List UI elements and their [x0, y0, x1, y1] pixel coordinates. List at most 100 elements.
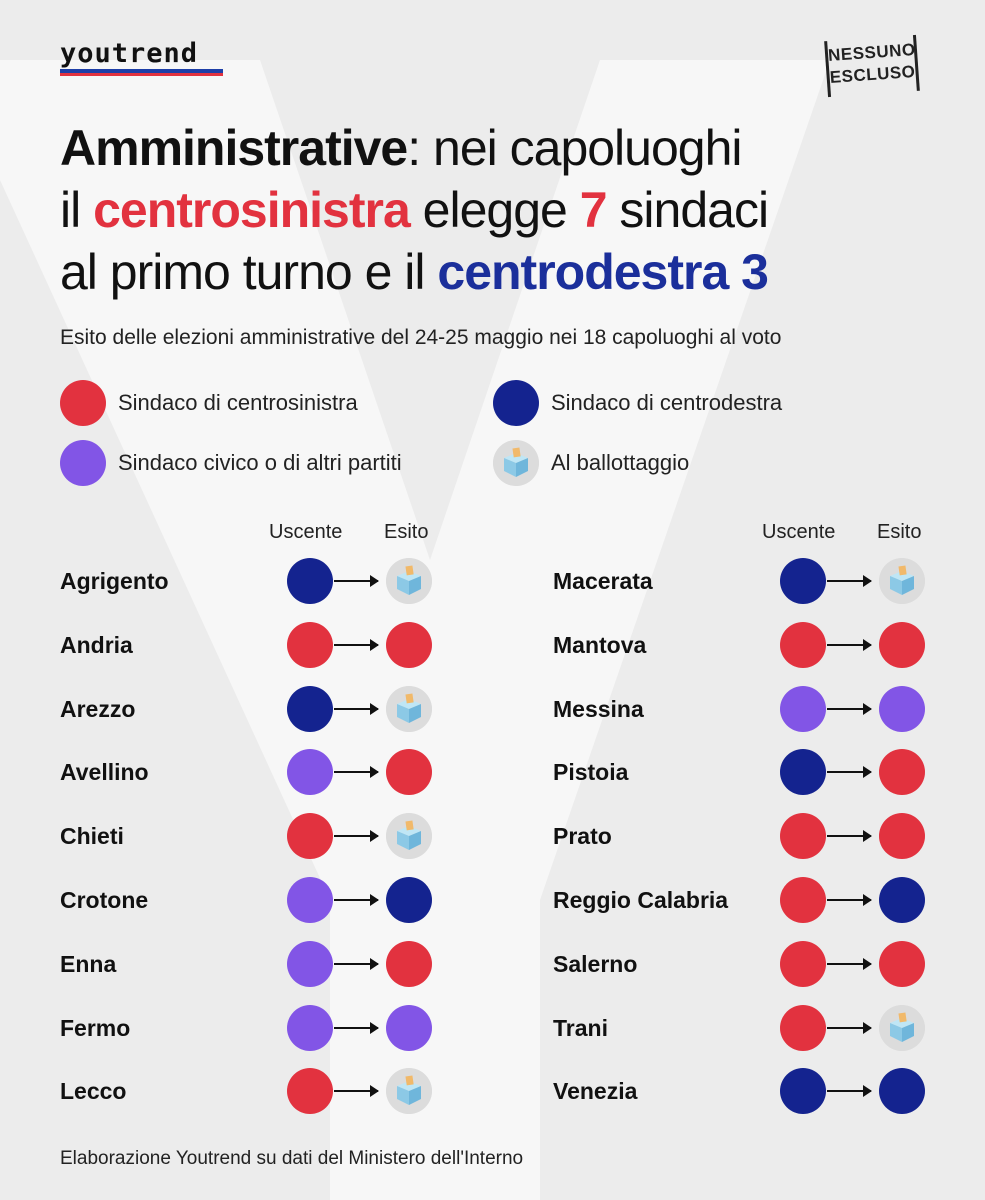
red-dot-icon: [287, 621, 333, 668]
red-dot-icon: [879, 749, 925, 796]
title-part-8: al primo turno e il: [60, 244, 438, 300]
subtitle: Esito delle elezioni amministrative del …: [60, 326, 782, 349]
arrow-right-icon: [827, 957, 872, 970]
ballot-box-icon: [493, 440, 539, 486]
title-part-9: centrodestra 3: [437, 244, 769, 300]
blue-dot-icon: [879, 1068, 925, 1115]
nessuno-escluso-badge: NESSUNO ESCLUSO: [824, 34, 920, 98]
legend-label: Sindaco di centrodestra: [551, 390, 783, 415]
city-name: Enna: [60, 950, 117, 977]
blue-dot-icon: [287, 558, 333, 604]
purple-dot-icon: [879, 685, 925, 732]
red-dot-icon: [60, 380, 106, 426]
city-row: Crotone: [0, 876, 985, 924]
title-part-4: centrosinistra: [93, 182, 411, 238]
title-part-6: 7: [579, 182, 608, 238]
youtrend-logo: youtrend: [60, 38, 199, 69]
city-name: Trani: [553, 1014, 608, 1041]
purple-dot-icon: [780, 685, 826, 732]
blue-dot-icon: [879, 877, 925, 923]
legend-item-civico: Sindaco civico o di altri partiti: [60, 440, 402, 486]
purple-dot-icon: [287, 1004, 333, 1051]
red-dot-icon: [780, 877, 826, 923]
ballot-box-icon: [386, 1068, 432, 1115]
arrow-right-icon: [334, 894, 379, 906]
column-header-uscente: Uscente: [269, 521, 343, 543]
purple-dot-icon: [287, 749, 333, 796]
city-name: Prato: [553, 823, 612, 850]
arrow-right-icon: [334, 1085, 379, 1098]
red-dot-icon: [780, 813, 826, 860]
title-part-7: sindaci: [606, 182, 769, 238]
city-row: Trani: [0, 1004, 985, 1052]
page-title: Amministrative: nei capoluoghi il centro…: [60, 117, 960, 303]
city-row: Reggio Calabria: [0, 876, 985, 924]
red-dot-icon: [879, 940, 925, 987]
city-name: Macerata: [553, 568, 653, 594]
city-name: Salerno: [553, 950, 638, 977]
ballot-box-icon: [879, 1004, 925, 1051]
ballot-box-icon: [386, 558, 432, 604]
city-name: Lecco: [60, 1078, 127, 1105]
arrow-right-icon: [827, 575, 872, 587]
column-header-uscente: Uscente: [762, 521, 836, 543]
blue-dot-icon: [287, 685, 333, 732]
red-dot-icon: [780, 940, 826, 987]
city-name: Pistoia: [553, 759, 629, 786]
purple-dot-icon: [287, 877, 333, 923]
arrow-right-icon: [827, 894, 872, 906]
city-row: Arezzo: [0, 685, 985, 733]
red-dot-icon: [386, 749, 432, 796]
city-row: Andria: [0, 621, 985, 669]
arrow-right-icon: [334, 766, 379, 779]
city-name: Crotone: [60, 887, 149, 913]
logo-underline-blue: [60, 69, 223, 73]
legend-label: Sindaco di centrosinistra: [118, 390, 358, 415]
arrow-right-icon: [827, 638, 872, 651]
city-row: Lecco: [0, 1067, 985, 1115]
arrow-right-icon: [334, 830, 379, 843]
blue-dot-icon: [780, 749, 826, 796]
title-part-1: Amministrative: [60, 120, 408, 176]
legend-item-centrosinistra: Sindaco di centrosinistra: [60, 380, 358, 426]
city-name: Avellino: [60, 759, 149, 786]
red-dot-icon: [879, 621, 925, 668]
column-header-esito: Esito: [384, 521, 429, 543]
city-row: Pistoia: [0, 748, 985, 796]
red-dot-icon: [879, 813, 925, 860]
legend-label: Al ballottaggio: [551, 450, 690, 475]
city-name: Reggio Calabria: [553, 887, 729, 913]
blue-dot-icon: [493, 380, 539, 426]
arrow-right-icon: [827, 1085, 872, 1098]
ballot-box-icon: [386, 813, 432, 860]
city-name: Fermo: [60, 1014, 131, 1041]
city-name: Messina: [553, 695, 644, 722]
logo-underline-red: [60, 73, 223, 76]
city-row: Mantova: [0, 621, 985, 669]
city-row: Fermo: [0, 1004, 985, 1052]
ballot-box-icon: [386, 685, 432, 732]
red-dot-icon: [287, 1068, 333, 1115]
city-row: Messina: [0, 685, 985, 733]
city-row: Macerata: [0, 557, 985, 605]
purple-dot-icon: [287, 940, 333, 987]
purple-dot-icon: [386, 1004, 432, 1051]
blue-dot-icon: [386, 877, 432, 923]
legend-label: Sindaco civico o di altri partiti: [118, 450, 402, 475]
title-part-3: il: [60, 182, 94, 238]
city-name: Arezzo: [60, 695, 136, 722]
legend-item-ballottaggio: Al ballottaggio: [493, 440, 689, 486]
arrow-right-icon: [827, 1021, 872, 1034]
city-name: Agrigento: [60, 568, 169, 594]
arrow-right-icon: [334, 957, 379, 970]
arrow-right-icon: [827, 830, 872, 843]
city-row: Avellino: [0, 748, 985, 796]
blue-dot-icon: [780, 1068, 826, 1115]
city-name: Mantova: [553, 631, 647, 658]
badge-line-2: ESCLUSO: [829, 62, 916, 87]
ballot-box-icon: [879, 558, 925, 604]
source-footer: Elaborazione Youtrend su dati del Minist…: [60, 1148, 524, 1169]
red-dot-icon: [386, 621, 432, 668]
city-name: Chieti: [60, 823, 124, 850]
arrow-right-icon: [827, 766, 872, 779]
